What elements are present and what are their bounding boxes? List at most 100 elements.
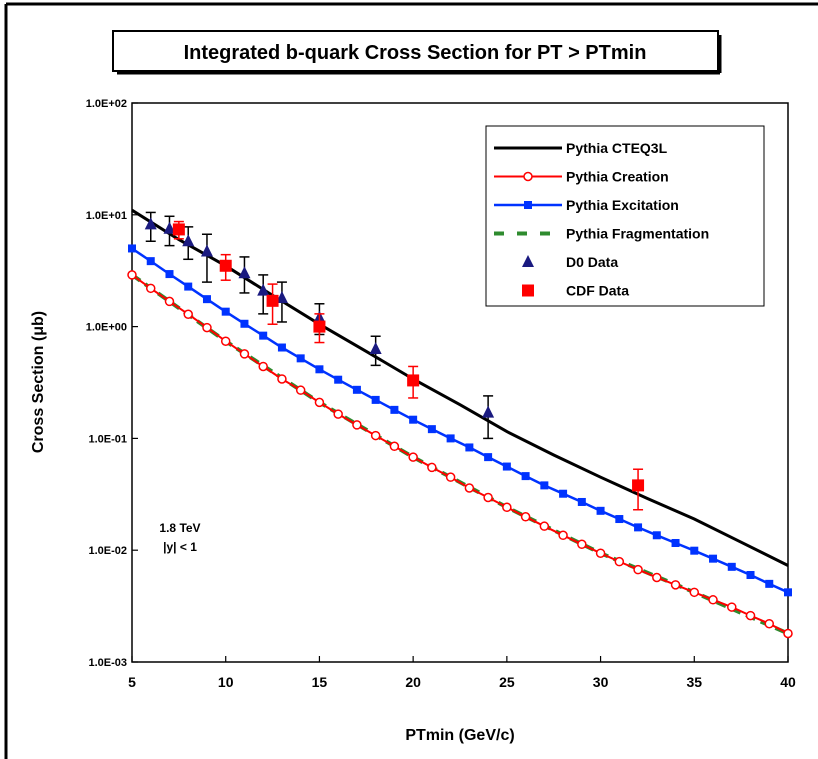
excitation-marker	[746, 571, 755, 580]
creation-marker	[370, 430, 381, 441]
cdf-marker	[632, 479, 645, 492]
cdf-marker	[313, 320, 326, 333]
cdf-marker	[266, 294, 279, 307]
creation-marker	[408, 452, 418, 462]
creation-marker	[258, 361, 268, 372]
creation-marker	[633, 564, 643, 575]
legend-label: Pythia CTEQ3L	[566, 140, 668, 156]
creation-marker	[520, 512, 531, 522]
excitation-marker	[409, 415, 418, 424]
plot-area	[131, 102, 789, 663]
d0-marker	[144, 217, 157, 230]
creation-marker	[483, 492, 493, 503]
legend-symbol-excitation-marker	[524, 201, 532, 209]
excitation-marker	[559, 489, 568, 498]
excitation-marker	[727, 562, 736, 571]
legend-label: Pythia Fragmentation	[566, 226, 709, 242]
excitation-marker	[634, 523, 643, 532]
excitation-marker	[446, 434, 455, 443]
creation-marker	[595, 548, 606, 558]
creation-marker	[670, 580, 681, 590]
x-tick-label: 20	[405, 674, 421, 690]
cdf-marker	[219, 259, 232, 272]
x-tick-label: 5	[128, 674, 136, 690]
d0-marker	[163, 221, 176, 234]
series-layer	[127, 208, 793, 639]
excitation-marker	[465, 443, 474, 452]
excitation-marker	[709, 554, 718, 563]
legend-symbol-creation-marker	[523, 171, 533, 182]
legend: Pythia CTEQ3L Pythia Creation Pythia Excit…	[485, 125, 765, 307]
creation-marker	[464, 483, 475, 493]
y-tick-label: 1.0E-02	[88, 545, 127, 557]
legend-box	[485, 125, 765, 307]
excitation-marker	[765, 579, 774, 588]
excitation-marker	[277, 343, 286, 352]
creation-marker	[708, 595, 718, 605]
d0-marker	[257, 283, 270, 296]
y-axis-title: Cross Section (μb)	[30, 311, 47, 453]
d0-marker	[238, 266, 251, 279]
y-tick-label: 1.0E+00	[86, 322, 127, 334]
excitation-marker	[296, 354, 305, 363]
creation-marker	[314, 397, 325, 408]
x-tick-label: 30	[593, 674, 609, 690]
creation-marker	[577, 539, 587, 550]
x-tick-label: 10	[218, 674, 234, 690]
creation-marker	[145, 283, 156, 294]
excitation-marker	[502, 462, 511, 471]
title-box	[112, 30, 719, 72]
creation-marker	[202, 322, 212, 333]
chart-title: Integrated b-quark Cross Section for PT …	[184, 42, 647, 64]
excitation-marker	[577, 497, 586, 506]
excitation-marker	[202, 295, 211, 304]
x-tick-label: 35	[686, 674, 702, 690]
creation-marker	[652, 572, 662, 583]
legend-label: CDF Data	[566, 283, 629, 299]
d0-marker	[369, 342, 382, 355]
excitation-marker	[390, 405, 399, 414]
creation-marker	[220, 336, 231, 346]
creation-marker	[764, 618, 775, 629]
excitation-marker	[540, 481, 549, 490]
y-tick-label: 1.0E-03	[88, 657, 127, 669]
excitation-marker	[671, 538, 680, 547]
creation-marker	[164, 296, 175, 307]
excitation-marker	[371, 395, 380, 404]
legend-symbol-d0	[522, 255, 534, 267]
legend-label: D0 Data	[566, 254, 618, 270]
excitation-marker	[352, 385, 361, 394]
x-axis-title: PTmin (GeV/c)	[405, 727, 514, 744]
d0-marker	[200, 244, 213, 257]
legend-symbol-cdf	[522, 284, 534, 297]
creation-marker	[502, 502, 512, 513]
excitation-marker	[259, 331, 268, 340]
legend-label: Pythia Creation	[566, 169, 669, 185]
x-axis: 5 10 15 20 25 30 35 40	[128, 656, 796, 690]
x-tick-label: 40	[780, 674, 796, 690]
cdf-marker	[172, 223, 185, 236]
annotation-rapidity: |y| < 1	[163, 540, 197, 554]
d0-marker	[275, 291, 288, 304]
creation-marker	[127, 270, 137, 280]
excitation-marker	[521, 472, 530, 481]
excitation-marker	[146, 257, 155, 266]
creation-marker	[614, 556, 625, 567]
y-tick-label: 1.0E+02	[86, 98, 127, 110]
d0-marker	[482, 405, 495, 418]
creation-marker	[333, 409, 343, 419]
creation-marker	[183, 309, 193, 319]
creation-marker	[727, 602, 737, 612]
creation-marker	[539, 521, 550, 531]
creation-marker	[558, 530, 568, 541]
series-fragmentation-line	[130, 273, 789, 636]
excitation-marker	[690, 546, 699, 555]
creation-marker	[239, 349, 250, 359]
creation-marker	[689, 587, 700, 598]
creation-marker	[745, 610, 756, 621]
excitation-marker	[184, 282, 193, 291]
excitation-marker	[596, 506, 605, 515]
annotation-energy: 1.8 TeV	[159, 521, 200, 535]
